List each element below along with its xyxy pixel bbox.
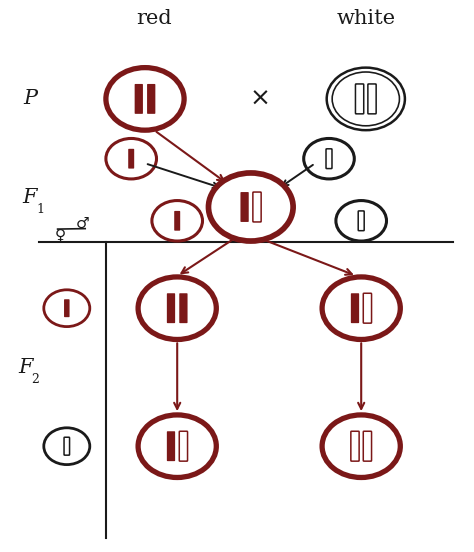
FancyBboxPatch shape	[326, 149, 332, 168]
FancyBboxPatch shape	[174, 211, 180, 231]
FancyBboxPatch shape	[363, 293, 372, 323]
FancyBboxPatch shape	[128, 149, 134, 168]
Text: white: white	[336, 9, 395, 28]
FancyBboxPatch shape	[253, 192, 261, 222]
FancyBboxPatch shape	[179, 431, 188, 461]
Text: ×: ×	[249, 87, 271, 111]
Text: F: F	[23, 188, 37, 207]
FancyBboxPatch shape	[358, 211, 364, 231]
FancyBboxPatch shape	[179, 293, 188, 323]
FancyBboxPatch shape	[64, 437, 70, 455]
FancyBboxPatch shape	[363, 431, 372, 461]
Text: red: red	[137, 9, 172, 28]
FancyBboxPatch shape	[240, 192, 249, 222]
FancyBboxPatch shape	[167, 431, 175, 461]
Text: ♀: ♀	[55, 227, 65, 242]
Text: P: P	[23, 89, 37, 108]
FancyBboxPatch shape	[351, 431, 359, 461]
FancyBboxPatch shape	[167, 293, 175, 323]
FancyBboxPatch shape	[356, 84, 364, 114]
FancyBboxPatch shape	[147, 84, 155, 114]
FancyBboxPatch shape	[135, 84, 143, 114]
Text: 2: 2	[32, 373, 39, 386]
FancyBboxPatch shape	[351, 293, 359, 323]
FancyBboxPatch shape	[368, 84, 376, 114]
Text: 1: 1	[36, 203, 44, 216]
Text: F: F	[18, 358, 33, 377]
Text: ♂: ♂	[76, 216, 90, 231]
FancyBboxPatch shape	[64, 299, 70, 317]
